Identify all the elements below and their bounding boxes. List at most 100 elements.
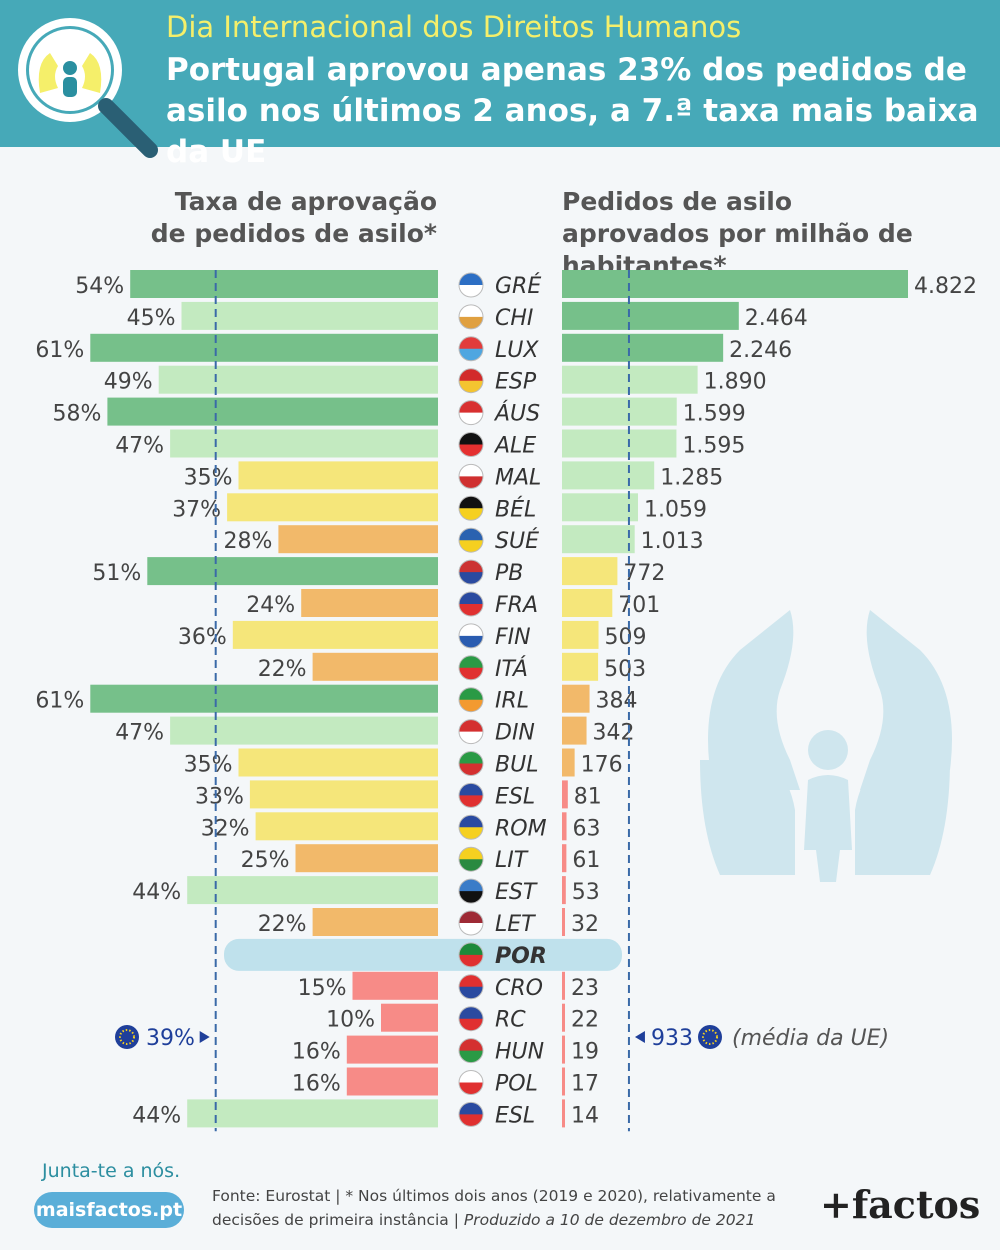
produced-date: Produzido a 10 de dezembro de 2021 (463, 1211, 756, 1229)
right-bar (562, 1003, 565, 1032)
right-value-label: 772 (623, 561, 665, 586)
right-value-label: 4.822 (914, 274, 977, 299)
country-label: ITÁ (495, 656, 528, 682)
header-banner: Dia Internacional dos Direitos Humanos P… (0, 0, 1000, 170)
left-bar (381, 1003, 438, 1032)
right-bar (562, 971, 565, 1000)
eu-flag-icon (698, 1025, 722, 1049)
right-value-label: 1.890 (704, 370, 767, 395)
arrow-right-icon (199, 1031, 210, 1043)
right-bar (562, 301, 739, 330)
right-value-label: 342 (593, 721, 635, 746)
country-label: EST (495, 880, 538, 905)
left-value-label: 22% (258, 912, 307, 937)
flag-icon (458, 687, 484, 713)
left-value-label: 25% (241, 848, 290, 873)
flag-icon (458, 846, 484, 872)
right-value-label: 1.285 (660, 465, 723, 490)
flag-icon (458, 495, 484, 521)
right-value-label: 63 (573, 816, 601, 841)
left-bar (238, 748, 438, 777)
left-eu-average-label: 39% (146, 1026, 195, 1051)
right-bar (562, 461, 655, 490)
flag-icon (458, 910, 484, 936)
left-value-label: 33% (195, 784, 244, 809)
left-bar (312, 908, 438, 936)
right-bar (562, 652, 599, 681)
country-label: GRÉ (495, 273, 541, 299)
right-value-label: 14 (571, 1103, 599, 1128)
left-value-label: 44% (132, 1103, 181, 1128)
left-value-label: 37% (172, 497, 221, 522)
right-value-label: 384 (596, 689, 638, 714)
flag-icon (458, 751, 484, 776)
flag-icon (458, 782, 484, 808)
country-label: SUÉ (495, 528, 539, 554)
right-value-label: 22 (571, 1008, 599, 1033)
country-label: BÉL (495, 496, 536, 522)
flag-icon (458, 1101, 484, 1127)
right-bar (562, 780, 568, 809)
left-bar (346, 1067, 438, 1096)
left-value-label: 16% (292, 1040, 341, 1065)
flag-icon (458, 463, 484, 489)
left-value-label: 58% (52, 402, 101, 427)
flag-icon (458, 655, 484, 681)
left-bar (295, 844, 438, 873)
left-bar (147, 557, 439, 586)
left-bar (238, 461, 438, 490)
country-label: LET (495, 912, 536, 937)
right-value-label: 1.013 (641, 529, 704, 554)
site-link-button[interactable]: maisfactos.pt (34, 1192, 184, 1228)
right-bar (562, 1099, 565, 1128)
brand-logo: +factos (820, 1182, 981, 1227)
flag-icon (458, 368, 484, 394)
country-label: RC (495, 1008, 526, 1033)
flag-icon (458, 623, 484, 649)
country-label: CRO (495, 976, 543, 1001)
flag-icon (458, 400, 484, 426)
country-label: POL (495, 1072, 538, 1097)
left-value-label: 51% (92, 561, 141, 586)
left-bar (278, 525, 438, 554)
left-bar (130, 270, 438, 298)
left-bar (187, 876, 438, 905)
left-value-label: 47% (115, 721, 164, 746)
right-bar (562, 493, 638, 522)
right-bar (562, 620, 599, 649)
flag-icon (458, 336, 484, 362)
flag-icon (458, 304, 484, 330)
left-value-label: 49% (104, 370, 153, 395)
eu-flag-icon (115, 1025, 139, 1049)
left-bar (90, 684, 439, 713)
left-bar (107, 397, 439, 426)
left-bar (249, 780, 438, 809)
left-bar (232, 620, 438, 649)
flag-icon (458, 1006, 484, 1032)
country-label: ÁUS (493, 401, 540, 427)
headline: Portugal aprovou apenas 23% dos pedidos … (166, 52, 979, 170)
right-value-label: 176 (581, 753, 623, 778)
country-label: CHI (495, 306, 533, 331)
country-label: LUX (495, 338, 539, 363)
left-value-label: 44% (132, 880, 181, 905)
flag-icon (458, 878, 484, 904)
right-value-label: 701 (618, 593, 660, 618)
left-value-label: 45% (127, 306, 176, 331)
right-value-label: 53 (572, 880, 600, 905)
right-bar (562, 716, 587, 745)
right-bar (562, 397, 677, 426)
right-value-label: 1.599 (683, 402, 746, 427)
left-bar (181, 301, 438, 330)
country-label: FIN (495, 625, 531, 650)
kicker: Dia Internacional dos Direitos Humanos (166, 10, 742, 44)
right-chart-title: Pedidos de asilo aprovados por milhão de… (562, 187, 913, 280)
right-value-label: 503 (604, 657, 646, 682)
human-rights-magnifier-icon (18, 18, 158, 158)
right-value-label: 61 (572, 848, 600, 873)
right-value-label: 1.059 (644, 497, 707, 522)
left-bar (227, 493, 438, 522)
flag-icon (458, 1038, 484, 1064)
country-label: ALE (493, 434, 536, 459)
right-value-label: 509 (605, 625, 647, 650)
